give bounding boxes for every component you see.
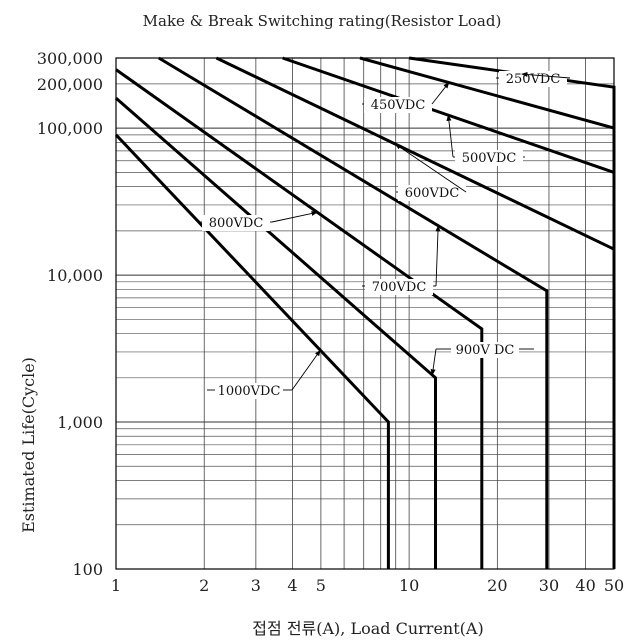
x-tick-label: 20 <box>487 576 507 595</box>
callout-arrow-600vdc <box>394 143 467 193</box>
x-tick-label: 50 <box>604 576 624 595</box>
callout-arrow-900vdc <box>430 348 437 376</box>
x-tick-labels: 1 2 3 4 5 10 20 30 40 50 <box>111 576 624 595</box>
callout-bg-600vdc <box>398 185 466 201</box>
callout-arrow-450vdc <box>431 82 450 105</box>
callout-bg-500vdc <box>455 150 523 166</box>
series-line-700vdc <box>158 56 549 569</box>
series-label-250vdc: 250VDC <box>506 72 561 87</box>
series-line-800vdc <box>115 68 484 569</box>
series-callouts: 250VDC 450VDC 500VDC 600VDC 700VDC 800VDC 900V… <box>200 71 571 399</box>
callout-arrow-1000vdc <box>291 349 321 391</box>
series-label-1000vdc: 1000VDC <box>218 384 281 399</box>
series-label-450vdc: 450VDC <box>371 98 426 113</box>
x-tick-label: 1 <box>111 576 121 595</box>
x-tick-label: 5 <box>316 576 326 595</box>
callout-bg-700vdc <box>365 279 433 295</box>
callout-arrow-700vdc <box>435 225 441 287</box>
x-tick-label: 2 <box>199 576 209 595</box>
series-line-250vdc <box>408 56 616 569</box>
series-label-600vdc: 600VDC <box>405 186 460 201</box>
series-label-500vdc: 500VDC <box>462 151 517 166</box>
y-tick-label: 10,000 <box>47 266 103 285</box>
callout-bg-1000vdc <box>215 383 283 399</box>
series-line-600vdc <box>215 56 615 251</box>
chart-title: Make & Break Switching rating(Resistor L… <box>143 12 502 30</box>
y-axis-label: Estimated Life(Cycle) <box>19 357 38 533</box>
y-tick-label: 100,000 <box>37 119 103 138</box>
series-label-900vdc: 900V DC <box>456 343 515 358</box>
y-tick-label: 1,000 <box>57 413 103 432</box>
series-line-900vdc <box>115 96 437 569</box>
series-label-800vdc: 800VDC <box>209 216 264 231</box>
y-tick-label: 100 <box>72 560 103 579</box>
callout-arrow-500vdc <box>446 114 454 158</box>
series-line-450vdc <box>359 56 615 130</box>
x-tick-label: 30 <box>539 576 559 595</box>
callout-arrow-250vdc <box>521 71 571 79</box>
series-label-700vdc: 700VDC <box>372 280 427 295</box>
x-tick-label: 4 <box>287 576 297 595</box>
x-tick-label: 40 <box>575 576 595 595</box>
x-tick-label: 10 <box>399 576 419 595</box>
callout-bg-450vdc <box>364 97 432 113</box>
callout-bg-900vdc <box>451 342 519 358</box>
y-tick-label: 300,000 <box>37 49 103 68</box>
y-tick-labels: 100 1,000 10,000 100,000 200,000 300,000 <box>37 49 103 579</box>
y-tick-label: 200,000 <box>37 75 103 94</box>
callout-bg-800vdc <box>202 215 270 231</box>
x-tick-label: 3 <box>251 576 261 595</box>
x-axis-label: 접점 전류(A), Load Current(A) <box>252 619 483 638</box>
callout-arrow-800vdc <box>271 210 318 223</box>
callout-bg-250vdc <box>499 71 567 87</box>
